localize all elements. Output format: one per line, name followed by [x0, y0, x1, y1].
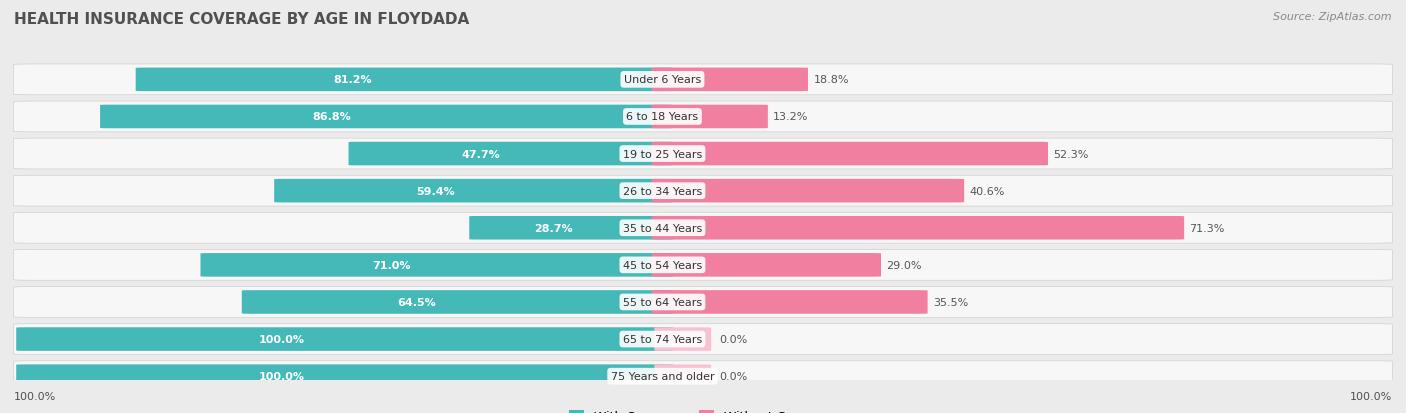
FancyBboxPatch shape [14, 361, 1392, 392]
Text: 35.5%: 35.5% [934, 297, 969, 307]
Text: 100.0%: 100.0% [259, 371, 304, 381]
Text: 55 to 64 Years: 55 to 64 Years [623, 297, 702, 307]
FancyBboxPatch shape [651, 179, 965, 203]
FancyBboxPatch shape [14, 213, 1392, 244]
Text: 65 to 74 Years: 65 to 74 Years [623, 334, 702, 344]
Text: 28.7%: 28.7% [534, 223, 572, 233]
Text: 47.7%: 47.7% [461, 149, 501, 159]
FancyBboxPatch shape [100, 105, 673, 129]
FancyBboxPatch shape [651, 69, 808, 92]
FancyBboxPatch shape [654, 328, 711, 351]
Text: 19 to 25 Years: 19 to 25 Years [623, 149, 702, 159]
FancyBboxPatch shape [470, 216, 673, 240]
FancyBboxPatch shape [14, 139, 1392, 170]
FancyBboxPatch shape [651, 216, 1184, 240]
Text: 35 to 44 Years: 35 to 44 Years [623, 223, 702, 233]
Text: 100.0%: 100.0% [14, 392, 56, 401]
Text: 64.5%: 64.5% [396, 297, 436, 307]
FancyBboxPatch shape [651, 142, 1047, 166]
FancyBboxPatch shape [135, 69, 673, 92]
Text: 6 to 18 Years: 6 to 18 Years [627, 112, 699, 122]
Text: 59.4%: 59.4% [416, 186, 456, 196]
Text: 71.3%: 71.3% [1189, 223, 1225, 233]
FancyBboxPatch shape [14, 250, 1392, 280]
FancyBboxPatch shape [651, 290, 928, 314]
Text: 18.8%: 18.8% [813, 75, 849, 85]
FancyBboxPatch shape [14, 65, 1392, 95]
FancyBboxPatch shape [349, 142, 673, 166]
Text: 40.6%: 40.6% [970, 186, 1005, 196]
FancyBboxPatch shape [654, 365, 711, 388]
Text: HEALTH INSURANCE COVERAGE BY AGE IN FLOYDADA: HEALTH INSURANCE COVERAGE BY AGE IN FLOY… [14, 12, 470, 27]
Text: 45 to 54 Years: 45 to 54 Years [623, 260, 702, 270]
Text: 26 to 34 Years: 26 to 34 Years [623, 186, 702, 196]
Text: 29.0%: 29.0% [886, 260, 922, 270]
FancyBboxPatch shape [201, 254, 673, 277]
FancyBboxPatch shape [14, 324, 1392, 355]
Text: 100.0%: 100.0% [1350, 392, 1392, 401]
FancyBboxPatch shape [274, 179, 673, 203]
FancyBboxPatch shape [17, 328, 673, 351]
Text: 86.8%: 86.8% [312, 112, 352, 122]
Text: 13.2%: 13.2% [773, 112, 808, 122]
FancyBboxPatch shape [14, 102, 1392, 133]
Text: 100.0%: 100.0% [259, 334, 304, 344]
Text: 75 Years and older: 75 Years and older [610, 371, 714, 381]
FancyBboxPatch shape [17, 365, 673, 388]
FancyBboxPatch shape [14, 287, 1392, 318]
FancyBboxPatch shape [651, 105, 768, 129]
Text: 0.0%: 0.0% [720, 371, 748, 381]
Text: 52.3%: 52.3% [1053, 149, 1088, 159]
Text: 0.0%: 0.0% [720, 334, 748, 344]
FancyBboxPatch shape [242, 290, 673, 314]
Text: Under 6 Years: Under 6 Years [624, 75, 702, 85]
FancyBboxPatch shape [14, 176, 1392, 206]
Text: 81.2%: 81.2% [333, 75, 373, 85]
Legend: With Coverage, Without Coverage: With Coverage, Without Coverage [564, 405, 842, 413]
FancyBboxPatch shape [651, 254, 882, 277]
Text: Source: ZipAtlas.com: Source: ZipAtlas.com [1274, 12, 1392, 22]
Text: 71.0%: 71.0% [373, 260, 411, 270]
